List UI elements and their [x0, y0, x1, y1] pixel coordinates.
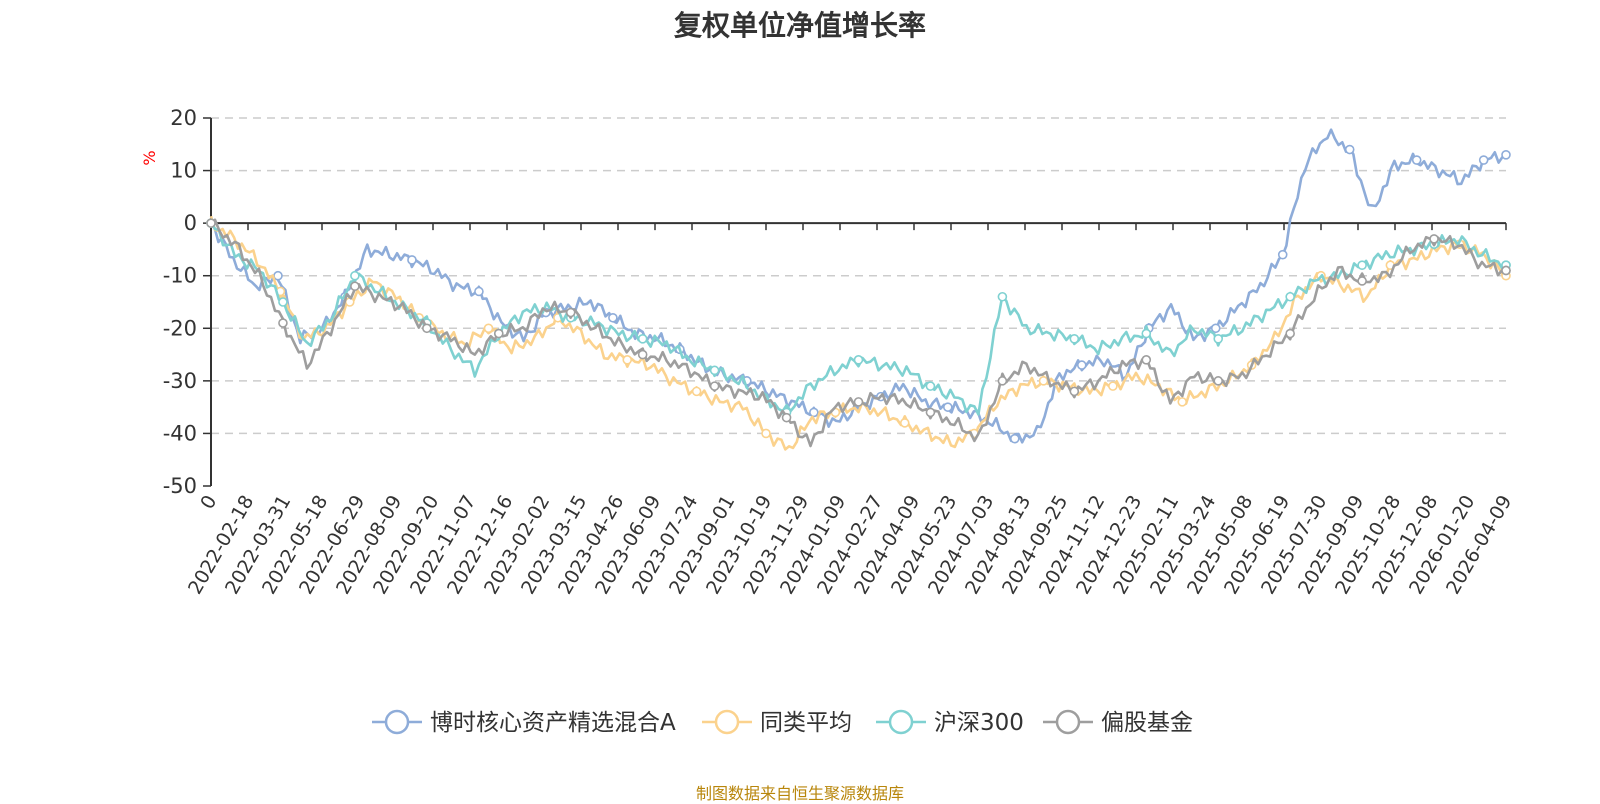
legend-item[interactable]: 博时核心资产精选混合A — [372, 709, 676, 736]
legend-marker — [384, 709, 410, 735]
y-tick-label: -40 — [163, 421, 197, 445]
line-chart: 20100-10-20-30-40-5002022-02-182022-03-3… — [140, 106, 1517, 736]
legend-label: 偏股基金 — [1101, 710, 1193, 736]
series-point — [809, 407, 819, 418]
series-point — [1357, 276, 1367, 286]
series-point — [422, 323, 432, 334]
series-point — [493, 328, 504, 339]
y-axis-label: % — [140, 150, 159, 165]
legend-item[interactable]: 沪深300 — [876, 709, 1024, 736]
series-point — [350, 270, 360, 281]
series-point — [1069, 386, 1080, 397]
grid-lines — [211, 117, 1506, 435]
series-point — [565, 307, 576, 318]
legend-marker — [714, 709, 740, 735]
series-point — [709, 381, 720, 391]
series-point — [1501, 150, 1511, 160]
series-point — [1210, 323, 1221, 334]
series-point — [925, 407, 936, 418]
series-point — [1108, 381, 1118, 391]
series-point — [943, 402, 953, 412]
series-point — [925, 381, 936, 391]
y-tick-label: 0 — [184, 211, 197, 235]
y-tick-label: -20 — [163, 316, 197, 340]
series-point — [637, 349, 648, 360]
series-point — [997, 291, 1008, 302]
series-point — [474, 286, 484, 297]
series-point — [899, 418, 910, 428]
legend-marker — [888, 709, 914, 735]
legend-marker — [1055, 709, 1081, 735]
series-point — [1141, 355, 1152, 365]
series-point — [273, 270, 283, 281]
series-point — [1038, 376, 1049, 386]
series-point — [691, 386, 702, 397]
legend-item[interactable]: 同类平均 — [702, 709, 852, 736]
legend-item[interactable]: 偏股基金 — [1043, 709, 1193, 736]
series-point — [1213, 376, 1224, 386]
series-point — [1411, 155, 1422, 165]
series-point — [1069, 333, 1080, 344]
series-point — [1501, 265, 1511, 276]
series-lines — [206, 128, 1511, 451]
chart-title: 复权单位净值增长率 — [673, 9, 926, 42]
legend[interactable]: 博时核心资产精选混合A 同类平均 沪深300 偏股基金 — [372, 709, 1193, 736]
series-point — [709, 365, 720, 376]
series-point — [1177, 397, 1188, 407]
series-point — [206, 218, 216, 228]
series-point — [278, 297, 288, 307]
series-point — [781, 412, 792, 423]
series-point — [1009, 433, 1020, 444]
series-point — [1076, 360, 1087, 370]
y-tick-label: -10 — [163, 264, 197, 288]
series-point — [1478, 155, 1489, 165]
series-point — [350, 281, 360, 292]
series-line — [209, 221, 1507, 416]
series-point — [622, 355, 633, 365]
series-point — [637, 333, 648, 344]
legend-label: 博时核心资产精选混合A — [430, 710, 676, 736]
y-tick-label: -50 — [163, 474, 197, 498]
x-tick-label: 0 — [196, 492, 221, 513]
y-tick-label: 10 — [170, 159, 197, 183]
series-point — [407, 255, 417, 265]
series-point — [1213, 333, 1224, 344]
series-point — [1429, 234, 1439, 244]
series-point — [853, 355, 864, 365]
series-point — [1285, 328, 1295, 339]
legend-label: 沪深300 — [934, 710, 1024, 736]
series-point — [1344, 144, 1355, 155]
series-point — [1285, 291, 1295, 302]
source-note: 制图数据来自恒生聚源数据库 — [695, 784, 904, 803]
series-point — [278, 318, 288, 328]
series-point — [608, 312, 618, 323]
y-tick-label: -30 — [163, 369, 197, 393]
series-point — [1141, 328, 1152, 339]
legend-label: 同类平均 — [760, 710, 852, 736]
series-point — [1277, 249, 1288, 260]
series-point — [761, 428, 771, 439]
series-point — [997, 376, 1008, 386]
series-point — [483, 323, 494, 334]
axes: 20100-10-20-30-40-5002022-02-182022-03-3… — [163, 106, 1517, 598]
series-point — [1357, 260, 1367, 271]
series-line — [209, 215, 1507, 451]
y-tick-label: 20 — [170, 106, 197, 130]
series-point — [853, 397, 864, 407]
series-point — [344, 297, 355, 307]
